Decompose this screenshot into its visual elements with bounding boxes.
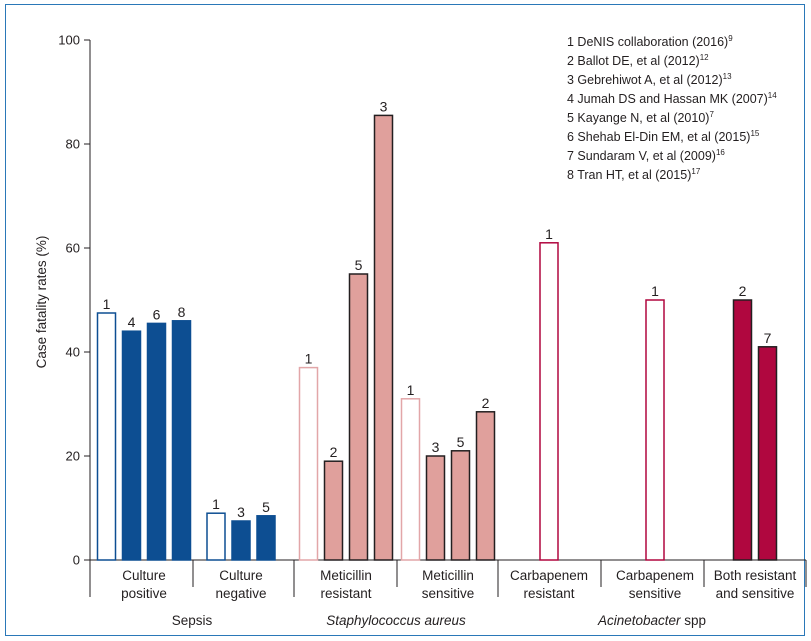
bar-study-label: 4 <box>128 314 136 330</box>
bar-study-label: 6 <box>153 306 161 322</box>
legend-entry-ref: 15 <box>750 129 759 138</box>
bar-study-label: 1 <box>103 296 111 312</box>
y-axis-label: Case fatality rates (%) <box>34 236 49 369</box>
legend-entry: 4 Jumah DS and Hassan MK (2007)14 <box>567 91 777 106</box>
legend-entry-ref: 16 <box>716 148 725 157</box>
legend-entry-ref: 13 <box>723 72 732 81</box>
category-label-italic: Acinetobacter <box>597 613 681 628</box>
legend-entry-text: 4 Jumah DS and Hassan MK (2007) <box>567 92 768 106</box>
group-label-line2: sensitive <box>422 586 475 601</box>
category-label: Sepsis <box>172 613 213 628</box>
bar-study-label: 3 <box>432 439 440 455</box>
category-label-text: Sepsis <box>172 613 213 628</box>
bar-study-label: 1 <box>651 283 659 299</box>
bar <box>256 515 276 561</box>
bar-study-label: 8 <box>178 304 186 320</box>
group-label-line1: Carbapenem <box>616 568 694 583</box>
bar <box>400 398 421 561</box>
bar-study-label: 5 <box>457 434 465 450</box>
y-tick-label: 0 <box>73 553 80 568</box>
legend-entry-ref: 17 <box>691 167 700 176</box>
y-tick-label: 60 <box>66 241 80 256</box>
group-label-line1: Meticillin <box>320 568 372 583</box>
bar-study-label: 7 <box>764 330 772 346</box>
bar-study-label: 1 <box>407 382 415 398</box>
legend-entry-text: 5 Kayange N, et al (2010) <box>567 111 709 125</box>
bar <box>425 455 446 561</box>
bar <box>732 299 753 561</box>
bar <box>121 330 142 561</box>
group-label-line1: Carbapenem <box>510 568 588 583</box>
group-label-line1: Both resistant <box>714 568 797 583</box>
bar <box>231 520 251 561</box>
bar <box>171 320 192 561</box>
legend-entry-ref: 14 <box>768 91 777 100</box>
legend-entry: 2 Ballot DE, et al (2012)12 <box>567 53 709 68</box>
legend-entry-ref: 7 <box>709 110 714 119</box>
bars: 1 4 6 8 1 3 5 1 2 5 3 1 3 5 2 1 1 2 7 <box>96 98 778 561</box>
bar-study-label: 1 <box>305 351 313 367</box>
group-label-line2: negative <box>215 586 266 601</box>
bar <box>206 512 226 561</box>
legend-entry: 6 Shehab El-Din EM, et al (2015)15 <box>567 129 760 144</box>
group-label-line1: Meticillin <box>422 568 474 583</box>
legend-entry-text: 2 Ballot DE, et al (2012) <box>567 54 700 68</box>
legend-entry-text: 6 Shehab El-Din EM, et al (2015) <box>567 130 750 144</box>
bar-study-label: 3 <box>380 98 388 114</box>
legend-entry: 1 DeNIS collaboration (2016)9 <box>567 34 733 49</box>
bar <box>298 366 319 561</box>
bar-study-label: 2 <box>482 395 490 411</box>
group-label-line2: and sensitive <box>716 586 795 601</box>
x-axis-labels: Culture positive Culture negative Meticillin… <box>121 568 796 628</box>
legend-entry-text: 7 Sundaram V, et al (2009) <box>567 149 716 163</box>
bar-study-label: 1 <box>212 496 220 512</box>
category-label-text: spp <box>681 613 707 628</box>
bar-study-label: 3 <box>237 504 245 520</box>
legend-entry-ref: 9 <box>728 34 733 43</box>
legend-entry: 7 Sundaram V, et al (2009)16 <box>567 148 725 163</box>
category-label: Staphylococcus aureus <box>326 613 466 628</box>
category-label-italic: Staphylococcus aureus <box>326 613 466 628</box>
group-label-line2: sensitive <box>629 586 682 601</box>
group-label-line2: positive <box>121 586 167 601</box>
bar <box>475 411 496 561</box>
bar <box>96 312 117 561</box>
y-tick-label: 20 <box>66 449 80 464</box>
group-label-line1: Culture <box>122 568 166 583</box>
group-label-line2: resistant <box>320 586 371 601</box>
category-label: Acinetobacter spp <box>597 613 706 628</box>
legend-entry: 5 Kayange N, et al (2010)7 <box>567 110 714 125</box>
bar <box>373 114 394 561</box>
bar <box>146 322 167 561</box>
bar-study-label: 5 <box>262 499 270 515</box>
legend-entry-text: 8 Tran HT, et al (2015) <box>567 168 691 182</box>
legend-entry-text: 1 DeNIS collaboration (2016) <box>567 35 728 49</box>
bar-study-label: 2 <box>739 283 747 299</box>
bar-study-label: 2 <box>330 444 338 460</box>
y-tick-label: 40 <box>66 345 80 360</box>
group-label-line2: resistant <box>523 586 574 601</box>
bar-study-label: 1 <box>545 226 553 242</box>
y-tick-label: 100 <box>58 33 80 48</box>
bar <box>645 299 665 561</box>
legend-entry: 8 Tran HT, et al (2015)17 <box>567 167 701 182</box>
bar <box>539 242 559 561</box>
group-label-line1: Culture <box>219 568 263 583</box>
legend-entry-text: 3 Gebrehiwot A, et al (2012) <box>567 73 723 87</box>
bar <box>757 346 778 561</box>
bar <box>348 273 369 561</box>
legend-entry: 3 Gebrehiwot A, et al (2012)13 <box>567 72 732 87</box>
legend-entry-ref: 12 <box>700 53 709 62</box>
bar-study-label: 5 <box>355 257 363 273</box>
bar <box>323 460 344 561</box>
bar <box>450 450 471 561</box>
y-tick-label: 80 <box>66 137 80 152</box>
study-legend: 1 DeNIS collaboration (2016)9 2 Ballot DE… <box>567 34 777 182</box>
